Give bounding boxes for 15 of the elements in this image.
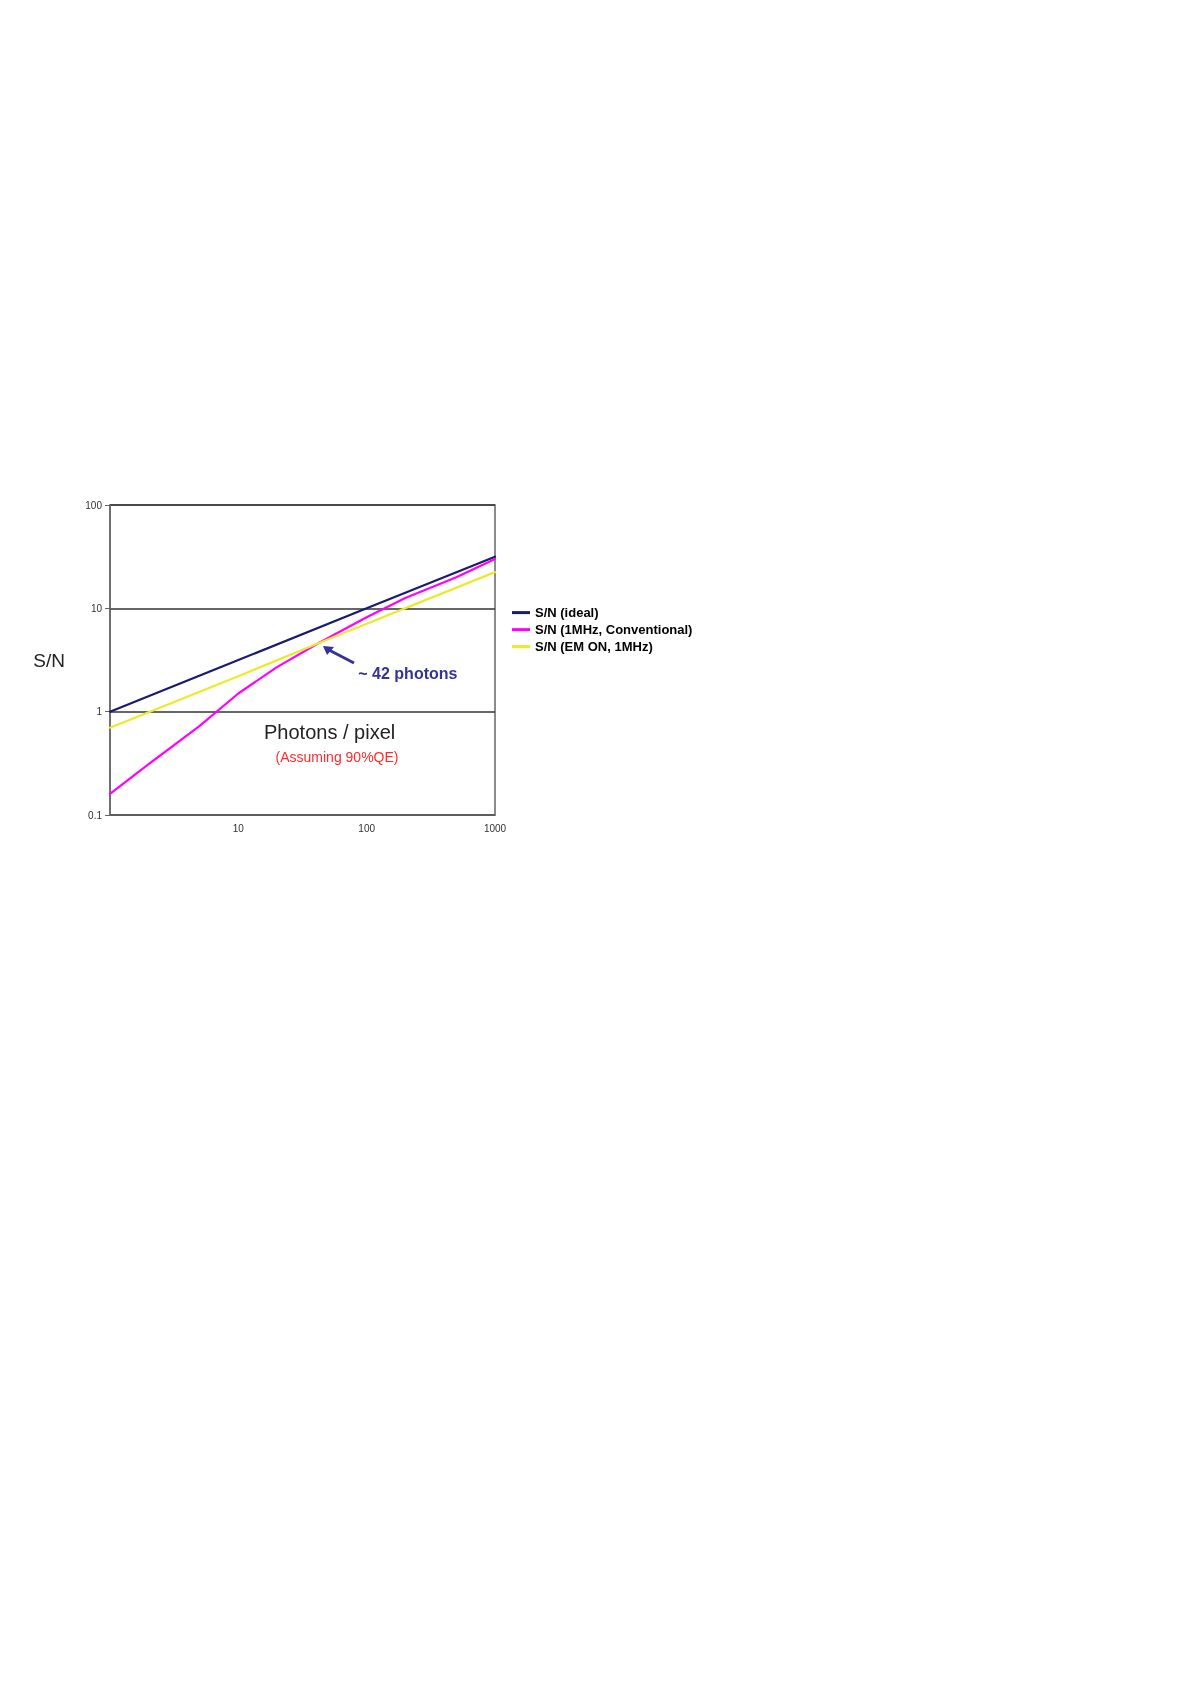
line-series [108,555,497,713]
annotation: (Assuming 90%QE) [275,748,399,765]
y-tick-label: 100 [85,499,103,511]
y-axis-title: S/N [33,649,65,671]
legend-label: S/N (1MHz, Conventional) [535,622,693,638]
annotation: ~ 42 photons [358,664,458,682]
y-tick-label: 0.1 [88,809,103,821]
y-tick-label: 10 [90,602,103,614]
x-tick-label: 100 [358,822,376,834]
y-tick-label: 1 [96,706,103,718]
x-axis-title: Photons / pixel [264,721,396,743]
legend-label: S/N (ideal) [535,605,599,621]
legend-label: S/N (EM ON, 1MHz) [535,639,653,655]
x-tick-label: 10 [232,822,245,834]
x-tick-label: 1000 [483,822,507,834]
